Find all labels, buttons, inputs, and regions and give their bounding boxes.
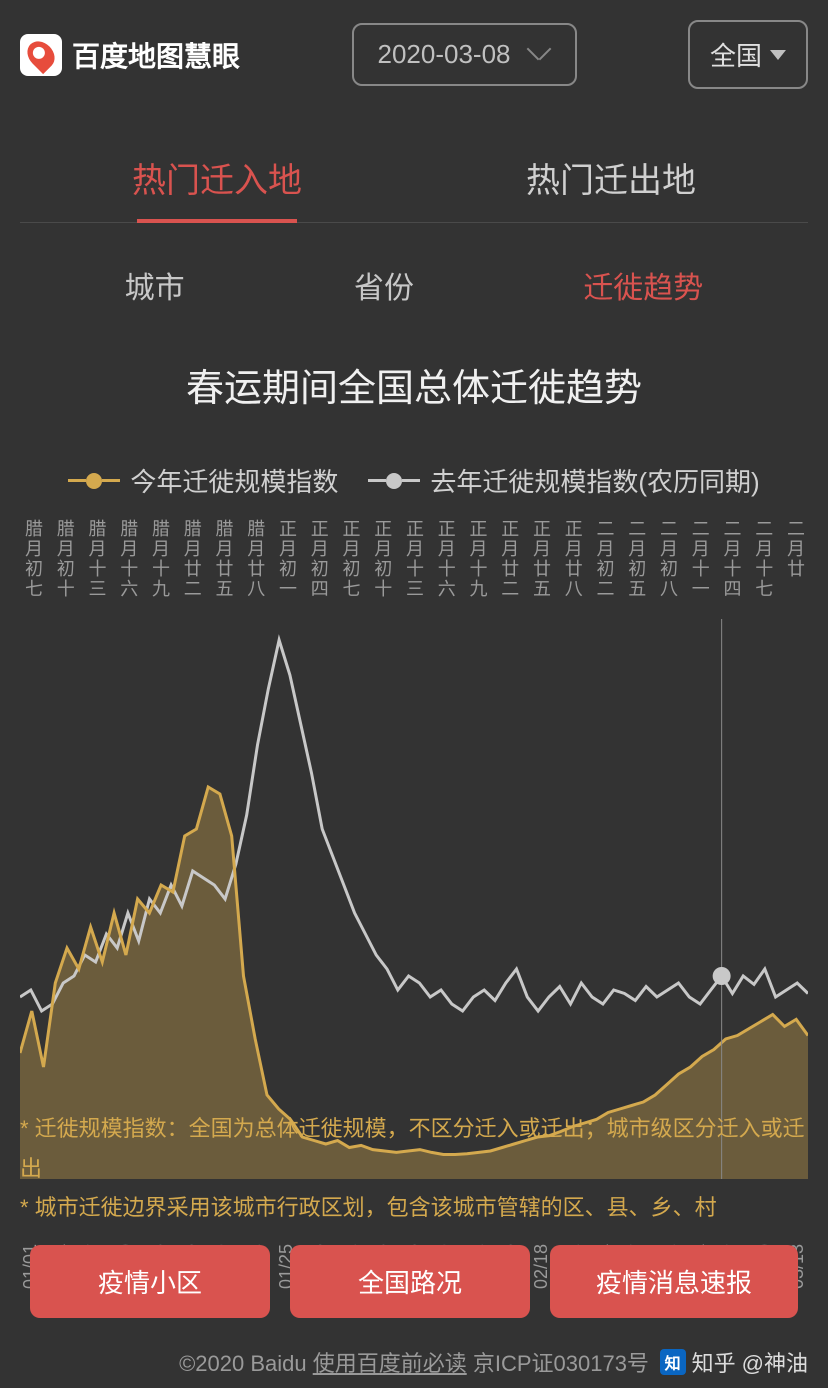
lunar-label: 正月廿八 [560, 519, 586, 609]
lunar-label: 正月初四 [306, 519, 332, 609]
action-button-2[interactable]: 疫情消息速报 [550, 1245, 798, 1318]
line-chart [20, 619, 808, 1179]
lunar-label: 正月初七 [338, 519, 364, 609]
secondary-tabs: 城市 省份 迁徙趋势 [0, 223, 828, 337]
lunar-label: 二月十七 [750, 519, 776, 609]
lunar-label: 腊月十九 [147, 519, 173, 609]
tab-secondary-1[interactable]: 省份 [354, 263, 414, 307]
legend-item-1: 去年迁徙规模指数(农历同期) [368, 462, 759, 499]
zhihu-icon: 知 [660, 1349, 686, 1375]
dropdown-triangle-icon [770, 50, 786, 60]
lunar-label: 二月初八 [655, 519, 681, 609]
icp: 京ICP证030173号 [467, 1351, 649, 1376]
legend-item-0: 今年迁徙规模指数 [68, 462, 338, 499]
bottom-action-bar: 疫情小区全国路况疫情消息速报 [0, 1245, 828, 1318]
footnote-2: * 城市迁徙边界采用该城市行政区划，包含该城市管辖的区、县、乡、村 [20, 1188, 808, 1228]
lunar-label: 腊月廿二 [179, 519, 205, 609]
lunar-label: 正月廿二 [496, 519, 522, 609]
lunar-label: 二月十四 [719, 519, 745, 609]
lunar-label: 腊月廿五 [211, 519, 237, 609]
tab-primary-0[interactable]: 热门迁入地 [20, 129, 414, 222]
lunar-label: 二月廿 [782, 519, 808, 609]
footer-link[interactable]: 使用百度前必读 [313, 1351, 467, 1376]
lunar-label: 二月初五 [623, 519, 649, 609]
watermark-user: @神油 [742, 1346, 808, 1378]
watermark: 知 知乎 @神油 [660, 1346, 808, 1378]
tab-primary-1[interactable]: 热门迁出地 [414, 129, 808, 222]
lunar-label: 正月十九 [465, 519, 491, 609]
lunar-label: 腊月初十 [52, 519, 78, 609]
lunar-label: 正月初十 [369, 519, 395, 609]
lunar-label: 腊月十三 [84, 519, 110, 609]
footnote-1: * 迁徙规模指数：全国为总体迁徙规模，不区分迁入或迁出；城市级区分迁入或迁出 [20, 1109, 808, 1188]
lunar-label: 二月十一 [687, 519, 713, 609]
lunar-label: 正月十三 [401, 519, 427, 609]
chart-title: 春运期间全国总体迁徙趋势 [0, 337, 828, 462]
lunar-label: 正月廿五 [528, 519, 554, 609]
lunar-label: 腊月十六 [115, 519, 141, 609]
map-pin-icon [20, 34, 62, 76]
lunar-label: 正月十六 [433, 519, 459, 609]
tab-secondary-0[interactable]: 城市 [125, 263, 185, 307]
copyright: ©2020 Baidu [179, 1351, 313, 1376]
primary-tabs: 热门迁入地热门迁出地 [20, 129, 808, 223]
action-button-0[interactable]: 疫情小区 [30, 1245, 270, 1318]
lunar-axis-labels: 腊月初七腊月初十腊月十三腊月十六腊月十九腊月廿二腊月廿五腊月廿八正月初一正月初四… [20, 519, 808, 609]
lunar-label: 腊月初七 [20, 519, 46, 609]
chevron-down-icon [527, 43, 551, 67]
region-selector[interactable]: 全国 [688, 20, 808, 89]
date-value: 2020-03-08 [378, 39, 511, 70]
region-value: 全国 [710, 36, 762, 73]
footnotes: * 迁徙规模指数：全国为总体迁徙规模，不区分迁入或迁出；城市级区分迁入或迁出 *… [20, 1109, 808, 1228]
brand-logo: 百度地图慧眼 [20, 34, 240, 76]
tab-secondary-2[interactable]: 迁徙趋势 [583, 263, 703, 307]
lunar-label: 二月初二 [592, 519, 618, 609]
date-selector[interactable]: 2020-03-08 [352, 23, 577, 86]
lunar-label: 腊月廿八 [242, 519, 268, 609]
watermark-platform: 知乎 [692, 1346, 736, 1378]
action-button-1[interactable]: 全国路况 [290, 1245, 530, 1318]
chart-legend: 今年迁徙规模指数去年迁徙规模指数(农历同期) [0, 462, 828, 519]
lunar-label: 正月初一 [274, 519, 300, 609]
brand-name: 百度地图慧眼 [72, 35, 240, 75]
